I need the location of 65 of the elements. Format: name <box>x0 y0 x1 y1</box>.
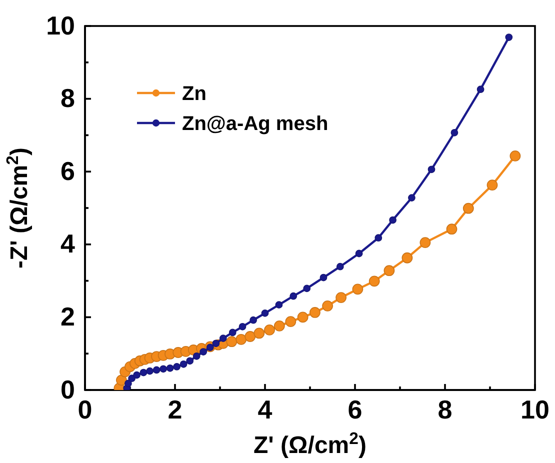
point <box>428 166 436 174</box>
x-tick-label: 8 <box>438 394 452 424</box>
point <box>180 360 188 368</box>
point <box>290 292 298 300</box>
point <box>124 380 132 388</box>
point <box>355 250 363 258</box>
point <box>254 328 265 339</box>
point <box>128 374 136 382</box>
point <box>264 324 275 336</box>
point <box>402 252 413 264</box>
point <box>420 237 431 248</box>
point <box>275 301 283 309</box>
x-tick-label: 10 <box>520 394 550 424</box>
point <box>173 363 180 370</box>
x-axis-title: Z' (Ω/cm$^{2}$) <box>254 428 366 459</box>
x-tick-label: 6 <box>348 394 362 424</box>
point <box>285 316 296 328</box>
point <box>160 365 167 373</box>
point <box>510 150 521 162</box>
point <box>244 331 256 342</box>
point <box>389 216 396 224</box>
legend-label: Zn@a-Ag mesh <box>182 113 328 135</box>
point <box>322 300 333 312</box>
point <box>228 328 236 336</box>
point <box>166 364 174 372</box>
legend-label: Zn <box>182 83 206 105</box>
point <box>505 34 513 41</box>
y-tick-label: 6 <box>60 156 75 186</box>
y-tick-label: 10 <box>46 10 75 40</box>
point <box>352 284 364 295</box>
point <box>250 316 257 324</box>
point <box>146 367 154 375</box>
point <box>133 371 140 379</box>
point <box>186 357 194 365</box>
point <box>238 322 246 330</box>
x-tick-label: 4 <box>258 394 273 424</box>
point <box>408 194 416 202</box>
point <box>384 265 395 276</box>
y-tick-label: 0 <box>60 374 75 404</box>
point <box>261 310 269 317</box>
x-tick-label: 2 <box>168 394 182 424</box>
point <box>310 307 320 318</box>
point <box>303 284 311 292</box>
point <box>462 202 474 214</box>
y-tick-label: 2 <box>60 302 75 332</box>
point <box>320 274 328 282</box>
point <box>446 224 458 235</box>
point <box>486 180 498 191</box>
y-tick-label: 8 <box>60 83 75 114</box>
point <box>297 312 308 323</box>
point <box>192 352 200 360</box>
point <box>274 320 285 332</box>
point <box>368 276 380 287</box>
point <box>336 292 346 303</box>
y-tick-label: 4 <box>60 228 76 259</box>
point <box>450 128 458 136</box>
point <box>374 234 382 242</box>
point <box>200 348 208 356</box>
point <box>219 334 227 342</box>
point <box>152 366 160 374</box>
point <box>226 336 238 348</box>
point <box>476 86 484 94</box>
point <box>236 334 247 345</box>
point <box>140 368 148 376</box>
point <box>336 262 344 270</box>
